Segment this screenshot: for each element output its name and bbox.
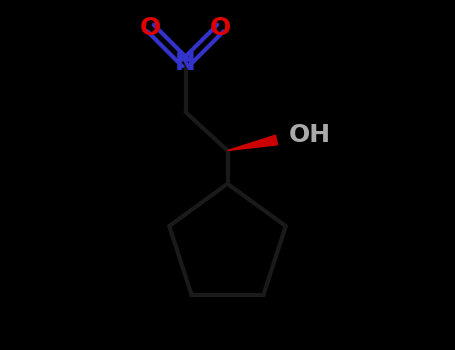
Text: OH: OH [289,123,331,147]
Text: O: O [210,16,231,40]
Text: N: N [175,51,196,75]
Polygon shape [228,135,278,150]
Text: O: O [140,16,161,40]
